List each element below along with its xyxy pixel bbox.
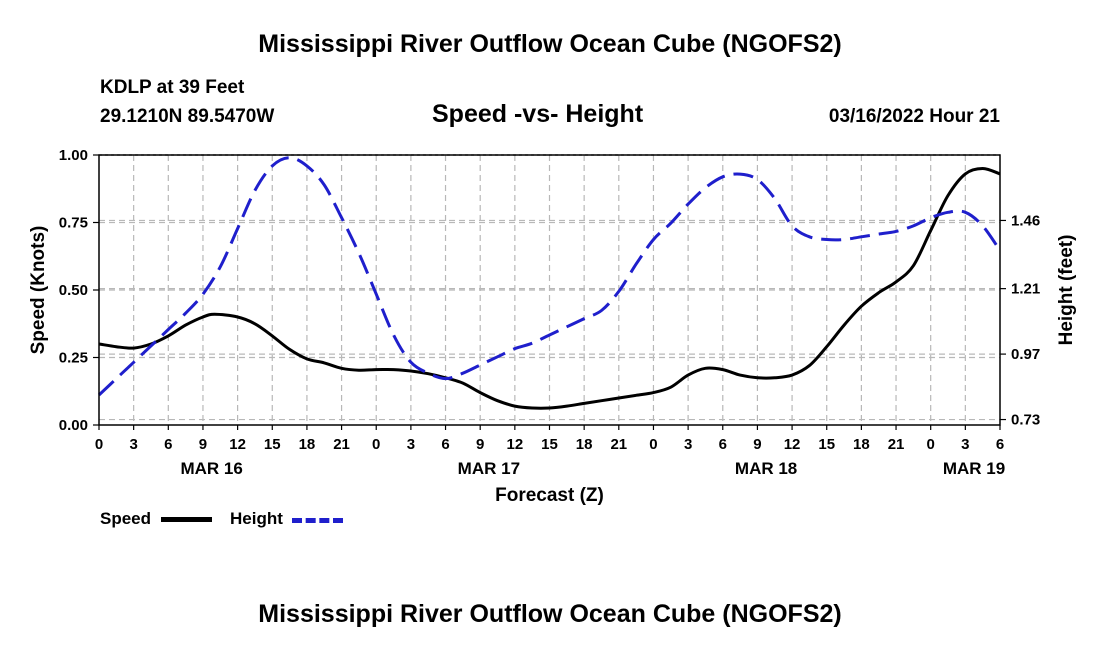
axes: 0 3 6 9 12 15 18 21 0 3 6 9 12 15 18 21 0 3 6 9 12 15 18 21 0 3 6M… bbox=[59, 147, 1040, 478]
x-tick-label: 21 bbox=[610, 436, 627, 453]
x-tick-label: 6 bbox=[164, 436, 172, 453]
x-tick-label: 12 bbox=[784, 436, 801, 453]
x-tick-label: 12 bbox=[507, 436, 524, 453]
x-tick-label: 21 bbox=[333, 436, 350, 453]
chart-subtitle: Speed -vs- Height bbox=[432, 100, 644, 128]
x-axis-title: Forecast (Z) bbox=[495, 485, 604, 506]
grid bbox=[99, 154, 1000, 425]
x-tick-label: 9 bbox=[476, 436, 484, 453]
y-tick-label: 0.75 bbox=[59, 215, 88, 232]
y-tick-label: 1.00 bbox=[59, 147, 88, 164]
y-tick-label: 0.25 bbox=[59, 350, 88, 367]
x-tick-label: 3 bbox=[684, 436, 692, 453]
x-tick-label: 6 bbox=[441, 436, 449, 453]
x-tick-label: 12 bbox=[229, 436, 246, 453]
x-tick-label: 15 bbox=[541, 436, 558, 453]
station-label: KDLP at 39 Feet bbox=[100, 77, 245, 98]
x-tick-label: 3 bbox=[407, 436, 415, 453]
x-tick-label: 9 bbox=[753, 436, 761, 453]
x-tick-label: 21 bbox=[888, 436, 905, 453]
legend-speed-label: Speed bbox=[100, 509, 152, 528]
bottom-title: Mississippi River Outflow Ocean Cube (NG… bbox=[258, 600, 842, 628]
x-tick-label: 0 bbox=[372, 436, 380, 453]
y2-tick-label: 1.21 bbox=[1011, 281, 1040, 298]
x-tick-label: 9 bbox=[199, 436, 207, 453]
speed-series-line bbox=[98, 167, 1001, 410]
day-label: MAR 19 bbox=[943, 459, 1005, 478]
y2-tick-label: 0.73 bbox=[1011, 412, 1040, 429]
y-axis-title: Speed (Knots) bbox=[28, 226, 49, 355]
x-tick-label: 18 bbox=[853, 436, 870, 453]
series-layer bbox=[97, 156, 1002, 410]
y2-axis-title: Height (feet) bbox=[1056, 235, 1077, 346]
legend-speed-swatch bbox=[161, 517, 212, 522]
chart-title: Mississippi River Outflow Ocean Cube (NG… bbox=[258, 30, 842, 58]
x-tick-label: 18 bbox=[576, 436, 593, 453]
x-tick-label: 15 bbox=[264, 436, 281, 453]
x-tick-label: 3 bbox=[129, 436, 137, 453]
height-series-line bbox=[97, 156, 1002, 397]
legend-height-label: Height bbox=[230, 509, 283, 528]
speed-height-chart: 0 3 6 9 12 15 18 21 0 3 6 9 12 15 18 21 0 3 6 9 12 15 18 21 0 3 6M… bbox=[28, 147, 1077, 506]
x-tick-label: 18 bbox=[299, 436, 316, 453]
day-label: MAR 18 bbox=[735, 459, 797, 478]
day-label: MAR 16 bbox=[180, 459, 242, 478]
legend-height-swatch bbox=[292, 518, 343, 523]
x-tick-label: 6 bbox=[996, 436, 1004, 453]
y-tick-label: 0.00 bbox=[59, 417, 88, 434]
coordinates-label: 29.1210N 89.5470W bbox=[100, 106, 275, 127]
x-tick-label: 3 bbox=[961, 436, 969, 453]
y-tick-label: 0.50 bbox=[59, 282, 88, 299]
x-tick-label: 0 bbox=[927, 436, 935, 453]
run-time-label: 03/16/2022 Hour 21 bbox=[828, 106, 1000, 127]
y2-tick-label: 1.46 bbox=[1011, 212, 1040, 229]
x-tick-label: 0 bbox=[95, 436, 103, 453]
day-label: MAR 17 bbox=[458, 459, 520, 478]
x-tick-label: 15 bbox=[818, 436, 835, 453]
x-tick-label: 0 bbox=[649, 436, 657, 453]
y2-tick-label: 0.97 bbox=[1011, 346, 1040, 363]
x-tick-label: 6 bbox=[719, 436, 727, 453]
